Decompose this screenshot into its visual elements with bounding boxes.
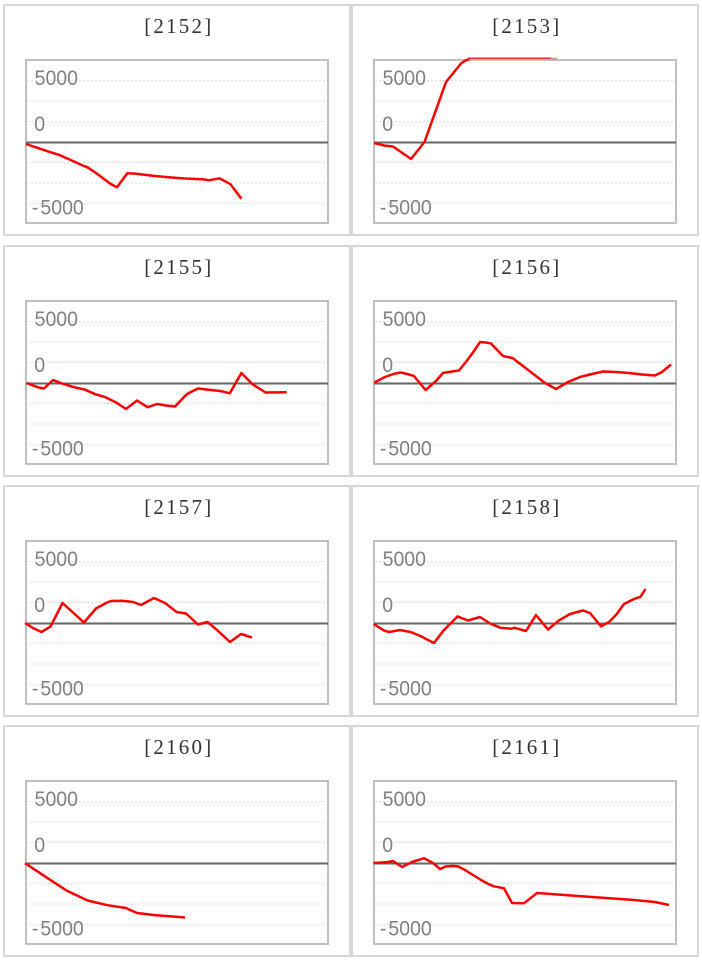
svg-text:-5000: -5000 — [380, 916, 432, 940]
svg-text:0: 0 — [382, 353, 393, 377]
svg-text:5000: 5000 — [383, 307, 426, 331]
svg-text:-5000: -5000 — [380, 676, 432, 700]
svg-text:-5000: -5000 — [32, 916, 84, 940]
svg-text:[2160]: [2160] — [144, 735, 213, 759]
svg-text:5000: 5000 — [35, 66, 78, 90]
svg-text:[2155]: [2155] — [144, 255, 213, 279]
svg-text:0: 0 — [34, 593, 45, 617]
svg-text:[2158]: [2158] — [492, 495, 561, 519]
svg-text:-5000: -5000 — [380, 436, 432, 460]
svg-text:5000: 5000 — [35, 787, 78, 811]
svg-text:5000: 5000 — [35, 547, 78, 571]
svg-text:-5000: -5000 — [32, 436, 84, 460]
svg-text:0: 0 — [34, 112, 45, 136]
svg-text:5000: 5000 — [35, 307, 78, 331]
svg-text:5000: 5000 — [383, 787, 426, 811]
svg-text:[2157]: [2157] — [144, 495, 213, 519]
svg-text:0: 0 — [34, 353, 45, 377]
svg-text:[2152]: [2152] — [144, 14, 213, 38]
svg-text:0: 0 — [382, 112, 393, 136]
svg-text:0: 0 — [382, 593, 393, 617]
svg-text:0: 0 — [34, 833, 45, 857]
svg-text:-5000: -5000 — [32, 676, 84, 700]
svg-text:[2156]: [2156] — [492, 255, 561, 279]
svg-text:-5000: -5000 — [380, 195, 432, 219]
svg-text:[2153]: [2153] — [492, 14, 561, 38]
svg-text:[2161]: [2161] — [492, 735, 561, 759]
svg-text:0: 0 — [382, 833, 393, 857]
svg-text:5000: 5000 — [383, 547, 426, 571]
svg-text:-5000: -5000 — [32, 195, 84, 219]
svg-text:5000: 5000 — [383, 66, 426, 90]
